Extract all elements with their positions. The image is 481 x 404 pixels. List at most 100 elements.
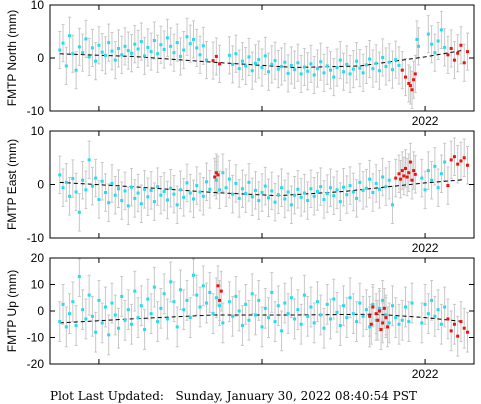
flagged-data-point — [459, 43, 463, 47]
data-point — [201, 284, 205, 288]
data-point — [113, 313, 117, 317]
data-point — [162, 292, 166, 296]
flagged-data-point — [462, 61, 466, 65]
data-point — [100, 179, 104, 183]
data-point — [198, 305, 202, 309]
data-point — [77, 210, 81, 214]
data-point — [152, 285, 156, 289]
data-point — [159, 306, 163, 310]
data-point — [120, 294, 124, 298]
data-point — [397, 63, 401, 67]
flagged-data-point — [407, 171, 411, 175]
data-point — [100, 321, 104, 325]
data-point — [237, 309, 241, 313]
data-point — [165, 317, 169, 321]
data-point — [276, 304, 280, 308]
data-point — [123, 44, 127, 48]
data-point — [361, 188, 365, 192]
data-point — [332, 194, 336, 198]
data-point — [325, 64, 329, 68]
data-point — [139, 202, 143, 206]
data-point — [133, 289, 137, 293]
data-point — [283, 197, 287, 201]
data-point — [126, 308, 130, 312]
data-point — [90, 314, 94, 318]
data-point — [302, 65, 306, 69]
data-point — [103, 305, 107, 309]
data-point — [231, 192, 235, 196]
flagged-data-point — [384, 316, 388, 320]
data-point — [351, 190, 355, 194]
data-point — [253, 188, 257, 192]
data-point — [374, 181, 378, 185]
data-point — [231, 314, 235, 318]
data-point — [250, 292, 254, 296]
data-point — [257, 58, 261, 62]
data-point — [58, 48, 62, 52]
data-point — [439, 28, 443, 32]
data-point — [420, 321, 424, 325]
data-point — [358, 180, 362, 184]
data-point — [182, 308, 186, 312]
data-point — [97, 197, 101, 201]
data-point — [289, 203, 293, 207]
data-point — [198, 190, 202, 194]
data-point — [345, 316, 349, 320]
flagged-data-point — [405, 175, 409, 179]
data-point — [443, 45, 447, 49]
data-point — [152, 39, 156, 43]
data-point — [234, 294, 238, 298]
data-point — [143, 328, 147, 332]
data-point — [227, 53, 231, 57]
flagged-data-point — [216, 173, 220, 177]
flagged-data-point — [449, 46, 453, 50]
data-point — [240, 324, 244, 328]
data-point — [338, 58, 342, 62]
data-point — [64, 64, 68, 68]
data-point — [201, 44, 205, 48]
data-point — [328, 186, 332, 190]
flagged-data-point — [452, 322, 456, 326]
data-point — [156, 320, 160, 324]
y-tick-label: -10 — [27, 331, 45, 345]
data-point — [364, 308, 368, 312]
data-point — [218, 188, 222, 192]
data-point — [175, 203, 179, 207]
data-point — [390, 203, 394, 207]
data-point — [293, 193, 297, 197]
flagged-data-point — [404, 75, 408, 79]
data-point — [84, 188, 88, 192]
data-point — [68, 194, 72, 198]
data-point — [319, 313, 323, 317]
data-point — [390, 304, 394, 308]
flagged-data-point — [400, 68, 404, 72]
data-point — [253, 313, 257, 317]
data-point — [283, 60, 287, 64]
data-point — [387, 60, 391, 64]
flagged-data-point — [412, 169, 416, 173]
data-point — [221, 321, 225, 325]
data-point — [381, 55, 385, 59]
data-point — [299, 322, 303, 326]
data-point — [227, 300, 231, 304]
data-point — [149, 188, 153, 192]
data-point — [103, 191, 107, 195]
data-point — [338, 200, 342, 204]
data-point — [175, 41, 179, 45]
data-point — [306, 314, 310, 318]
data-point — [126, 49, 130, 53]
flagged-data-point — [369, 322, 373, 326]
data-point — [237, 67, 241, 71]
data-point — [162, 48, 166, 52]
flagged-data-point — [211, 59, 215, 63]
data-point — [260, 191, 264, 195]
data-point — [387, 321, 391, 325]
data-point — [439, 172, 443, 176]
data-point — [302, 293, 306, 297]
data-point — [410, 301, 414, 305]
data-point — [296, 308, 300, 312]
flagged-data-point — [379, 328, 383, 332]
data-point — [61, 41, 65, 45]
flagged-data-point — [382, 306, 386, 310]
data-point — [178, 54, 182, 58]
